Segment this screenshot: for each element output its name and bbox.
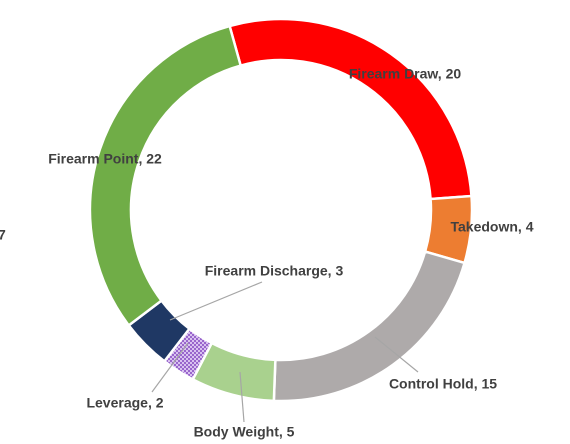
data-label: Firearm Draw, 20	[349, 66, 462, 82]
data-label: Firearm Point, 22	[48, 151, 162, 167]
leader-line	[374, 336, 419, 373]
leader-line	[239, 371, 245, 423]
annotation: 7	[0, 227, 6, 243]
data-label: Control Hold, 15	[389, 376, 497, 392]
donut-segment	[228, 17, 473, 201]
data-label: Leverage, 2	[86, 395, 163, 411]
data-label: Takedown, 4	[451, 219, 534, 235]
data-label: Body Weight, 5	[194, 424, 295, 440]
leader-line	[151, 342, 189, 393]
donut-segment	[88, 24, 243, 328]
data-label: Firearm Discharge, 3	[205, 263, 344, 279]
leader-line	[169, 281, 263, 321]
